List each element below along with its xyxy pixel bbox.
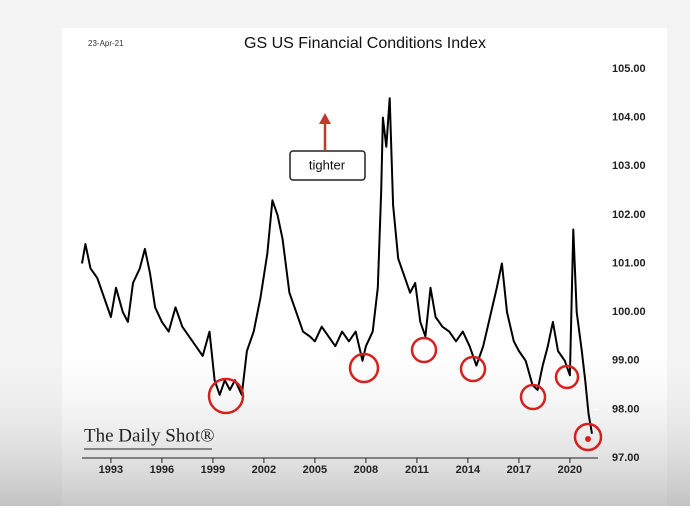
y-tick-label: 98.00 xyxy=(612,403,640,415)
x-tick-label: 1999 xyxy=(201,464,225,476)
annotation: tighter xyxy=(309,157,346,172)
y-tick-label: 102.00 xyxy=(612,209,646,221)
marks: 97.00 98.00 99.00 100.00 101.00 102.00 103.00 1… xyxy=(81,63,646,476)
x-tick-label: 1993 xyxy=(99,464,123,476)
highlight-circle xyxy=(348,352,380,384)
highlight-circle xyxy=(459,355,487,383)
x-tick-label: 2014 xyxy=(456,464,481,476)
x-tick-label: 2002 xyxy=(252,464,276,476)
source: The Daily Shot® xyxy=(84,425,215,446)
date-label: 23-Apr-21 xyxy=(88,39,124,48)
y-tick-label: 100.00 xyxy=(612,306,646,318)
x-tick-label: 2020 xyxy=(558,464,582,476)
arrow-head xyxy=(319,113,331,124)
y-tick-label: 105.00 xyxy=(612,63,646,75)
x-tick-label: 2011 xyxy=(405,464,429,476)
chart-title: GS US Financial Conditions Index xyxy=(244,35,486,52)
x-tick-label: 1996 xyxy=(150,464,174,476)
endpoint xyxy=(585,436,591,442)
y-tick-label: 99.00 xyxy=(612,355,640,367)
annotation-box xyxy=(289,150,366,181)
y-tick-label: 101.00 xyxy=(612,257,646,269)
x-tick-label: 2017 xyxy=(507,464,531,476)
y-tick-label: 103.00 xyxy=(612,160,646,172)
highlight-circle xyxy=(573,422,603,452)
highlights xyxy=(207,336,603,452)
highlight-circle xyxy=(207,377,245,415)
y-tick-label: 104.00 xyxy=(612,112,646,124)
x-tick-label: 2005 xyxy=(303,464,327,476)
y-tick-label: 97.00 xyxy=(612,452,640,464)
line-series xyxy=(81,97,593,434)
shade xyxy=(0,330,690,506)
highlight-circle xyxy=(410,336,438,364)
x-tick-label: 2008 xyxy=(354,464,378,476)
highlight-circle xyxy=(554,364,580,390)
highlight-circle xyxy=(519,383,547,411)
